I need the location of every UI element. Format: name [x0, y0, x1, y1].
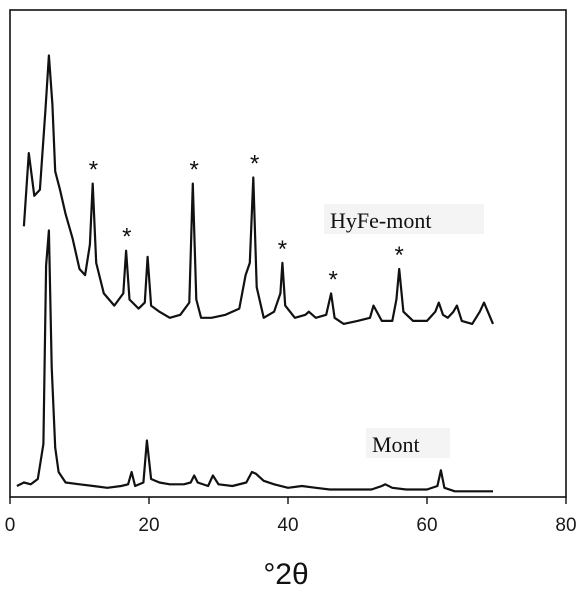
x-tick-label: 0: [5, 515, 16, 536]
series-label: HyFe-mont: [330, 208, 431, 233]
annotation-layer: * * * * * * *: [89, 151, 404, 294]
peak-marker: *: [89, 157, 98, 184]
x-axis: 0 20 40 60 80: [5, 497, 577, 536]
x-tick-label: 60: [416, 515, 437, 536]
peak-marker: *: [190, 157, 199, 184]
x-axis-title: °2θ: [263, 558, 308, 591]
series-label-bg: [324, 204, 484, 234]
peak-marker: *: [250, 151, 259, 178]
series-layer: [16, 54, 495, 493]
series-label-bg: [366, 428, 450, 458]
plot-area: [9, 9, 567, 498]
series-line-hyfe-mont: [22, 54, 495, 325]
x-tick-label: 20: [138, 515, 159, 536]
plot-frame: [9, 9, 567, 498]
peak-marker: *: [278, 236, 287, 263]
series-label: Mont: [372, 432, 420, 457]
peak-marker: *: [395, 242, 404, 269]
peak-marker: *: [329, 266, 338, 293]
x-tick-label: 80: [555, 515, 576, 536]
series-line-mont: [16, 229, 493, 493]
peak-marker: *: [122, 224, 131, 251]
series-label-layer: HyFe-mont Mont: [324, 204, 484, 458]
x-tick-label: 40: [277, 515, 298, 536]
